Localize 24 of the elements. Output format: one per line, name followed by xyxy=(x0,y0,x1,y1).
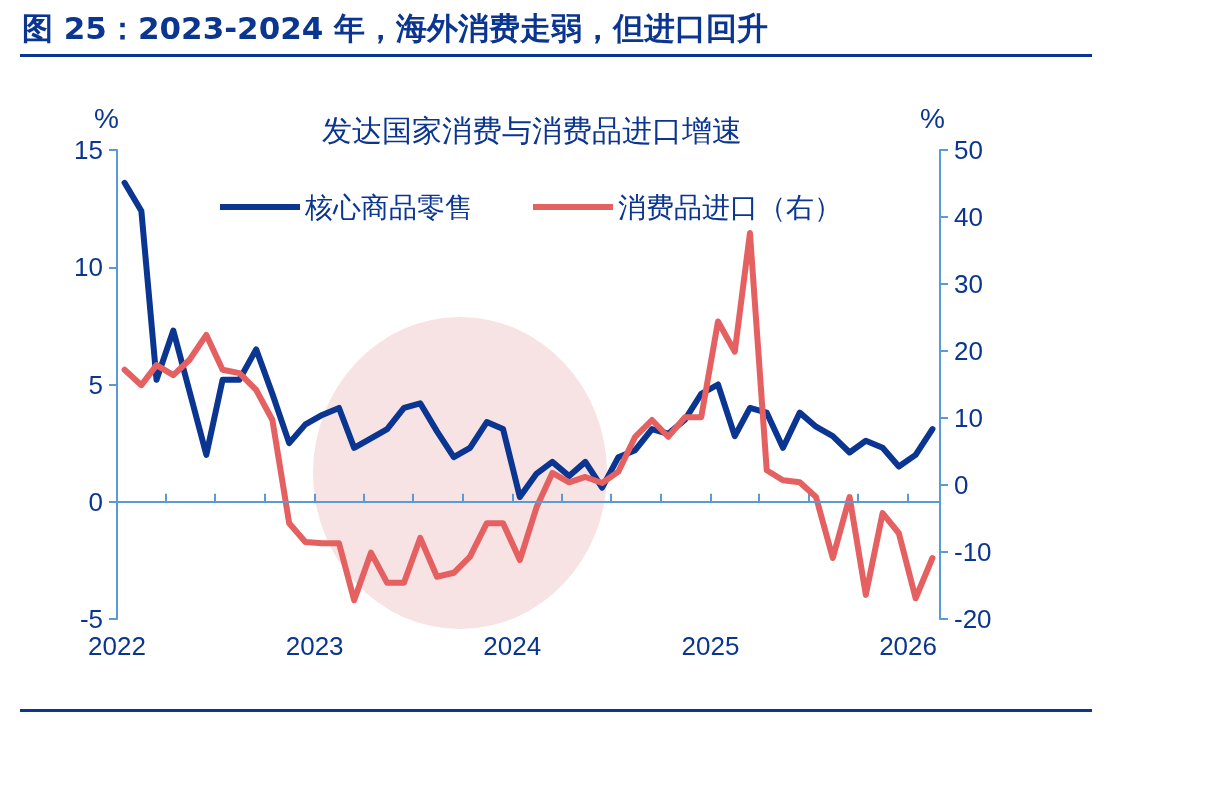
legend-label: 核心商品零售 xyxy=(304,190,473,224)
x-tick-label: 2026 xyxy=(879,631,937,661)
y2-tick-label: -10 xyxy=(954,537,992,567)
y2-tick-label: 10 xyxy=(954,403,983,433)
y2-tick-label: 40 xyxy=(954,202,983,232)
y2-tick-label: 50 xyxy=(954,135,983,165)
y-tick-label: 5 xyxy=(88,369,103,400)
chart-subtitle: 发达国家消费与消费品进口增速 xyxy=(322,112,742,148)
y-tick-label: 15 xyxy=(74,135,103,165)
y2-tick-label: 20 xyxy=(954,336,983,366)
chart-title: 图 25：2023-2024 年，海外消费走弱，但进口回升 xyxy=(22,9,769,48)
x-tick-label: 2025 xyxy=(681,631,740,661)
y2-axis-title: % xyxy=(920,102,945,134)
x-tick-label: 2022 xyxy=(88,631,146,661)
legend-label: 消费品进口（右） xyxy=(618,190,842,224)
y2-tick-label: -20 xyxy=(954,604,992,634)
y-tick-label: -5 xyxy=(79,604,103,634)
y-tick-label: 10 xyxy=(74,252,103,283)
y-tick-label: 0 xyxy=(88,486,103,517)
y-axis-title: % xyxy=(94,102,119,134)
y2-tick-label: 0 xyxy=(954,470,969,500)
x-tick-label: 2023 xyxy=(285,631,344,661)
x-tick-label: 2024 xyxy=(483,631,542,661)
y2-tick-label: 30 xyxy=(954,269,983,299)
